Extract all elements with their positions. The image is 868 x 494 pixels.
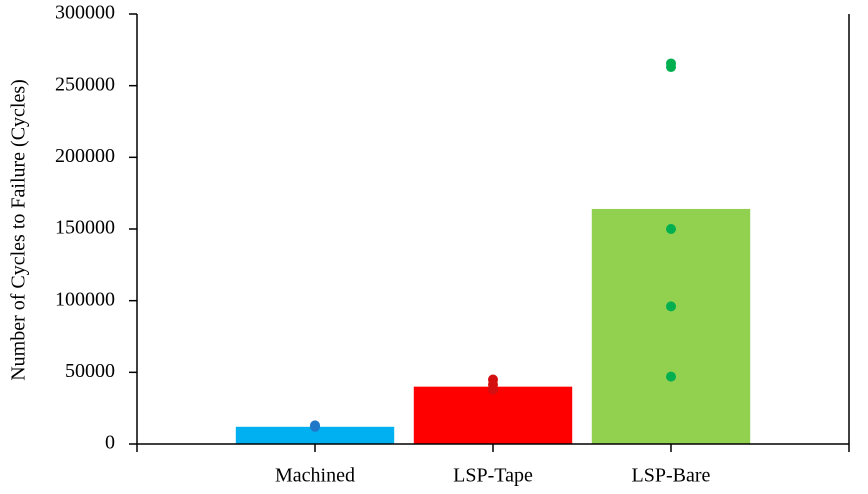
data-point: [488, 384, 498, 395]
x-tick-label: LSP-Bare: [632, 465, 711, 487]
bar: [591, 208, 751, 444]
data-point: [666, 301, 676, 312]
x-tick-label: LSP-Tape: [453, 465, 533, 487]
y-tick-label: 200000: [55, 145, 115, 167]
x-tick-label: Machined: [275, 465, 355, 487]
y-tick-label: 0: [105, 432, 115, 454]
y-tick-label: 150000: [55, 217, 115, 239]
data-point: [666, 371, 676, 382]
y-tick-label: 50000: [65, 360, 115, 382]
bar: [235, 426, 395, 444]
y-axis-label: Number of Cycles to Failure (Cycles): [8, 79, 30, 381]
y-tick-label: 100000: [55, 288, 115, 310]
data-point: [310, 420, 320, 431]
data-point: [666, 62, 676, 73]
data-point: [666, 224, 676, 234]
bar: [413, 386, 573, 444]
y-tick-label: 300000: [55, 2, 115, 24]
y-tick-label: 250000: [55, 73, 115, 95]
